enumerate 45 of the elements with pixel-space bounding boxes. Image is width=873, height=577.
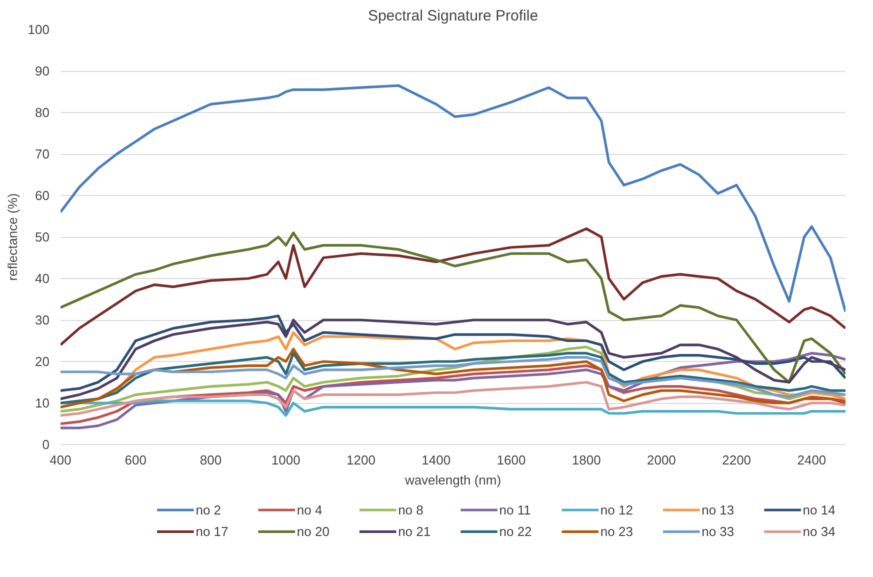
- x-tick-label: 600: [124, 452, 146, 468]
- legend-label: no 2: [196, 502, 222, 518]
- x-tick-label: 2000: [646, 452, 676, 468]
- legend-label: no 12: [600, 502, 633, 518]
- y-tick-label: 20: [35, 354, 50, 369]
- x-tick-label: 800: [200, 452, 222, 468]
- x-tick-label: 1400: [422, 452, 451, 468]
- x-tick-label: 400: [50, 452, 72, 468]
- legend-label: no 4: [296, 502, 322, 518]
- legend-label: no 34: [802, 524, 836, 540]
- x-tick-label: 1800: [572, 452, 601, 468]
- line-series: [60, 227, 846, 346]
- y-tick-label: 70: [35, 146, 50, 162]
- y-tick-label: 50: [35, 230, 50, 244]
- y-tick-label: 30: [35, 312, 50, 328]
- x-axis-title: wavelength (nm): [404, 472, 502, 488]
- line-series: [60, 232, 846, 384]
- legend-label: no 20: [296, 524, 330, 540]
- line-series: [60, 400, 846, 417]
- legend-label: no 23: [600, 524, 633, 540]
- y-tick-label: 0: [42, 437, 50, 452]
- y-tick-label: 60: [35, 188, 50, 203]
- y-tick-label: 100: [28, 22, 50, 37]
- y-axis-title: reflectance (%): [4, 193, 20, 281]
- x-tick-label: 2200: [722, 452, 752, 468]
- x-tick-label: 1200: [346, 452, 376, 468]
- x-tick-label: 1600: [496, 452, 526, 468]
- y-tick-label: 90: [35, 64, 50, 78]
- legend-label: no 33: [702, 524, 734, 540]
- legend-label: no 21: [398, 524, 431, 540]
- line-series: [60, 380, 846, 417]
- legend-label: no 13: [702, 502, 734, 518]
- chart-title: Spectral Signature Profile: [368, 8, 538, 24]
- x-tick-label: 2400: [797, 452, 826, 468]
- legend-label: no 22: [499, 524, 532, 540]
- line-series: [60, 356, 846, 398]
- y-tick-label: 40: [35, 271, 50, 286]
- line-series: [60, 84, 846, 313]
- x-tick-label: 1000: [271, 452, 300, 468]
- legend-label: no 17: [196, 524, 228, 540]
- legend-label: no 8: [398, 502, 424, 518]
- y-tick-label: 80: [35, 105, 50, 120]
- y-tick-label: 10: [35, 396, 50, 410]
- legend-label: no 14: [802, 502, 836, 518]
- legend-label: no 11: [499, 502, 531, 518]
